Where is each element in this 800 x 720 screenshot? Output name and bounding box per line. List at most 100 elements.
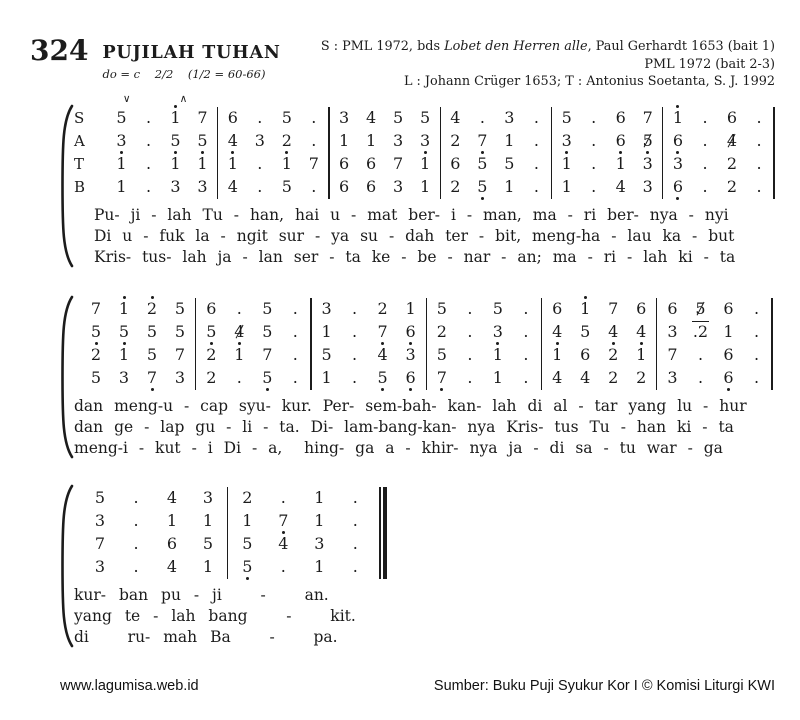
note-cell: 7 bbox=[428, 367, 456, 391]
note: 1 bbox=[314, 511, 325, 530]
note-cell: 1 bbox=[496, 176, 523, 199]
note-cell: 5 bbox=[553, 107, 580, 130]
note: 6 bbox=[405, 322, 416, 345]
note: 2 bbox=[450, 131, 461, 150]
note-cell: 3 bbox=[385, 130, 412, 153]
note-cell: 6 bbox=[397, 321, 425, 345]
note: . bbox=[591, 154, 597, 173]
note-cell: 6 bbox=[331, 153, 358, 176]
note-cell: 3 bbox=[189, 176, 216, 199]
note-cell: . bbox=[691, 107, 718, 130]
note-cell: . bbox=[135, 107, 162, 130]
note-cell: 5 bbox=[108, 107, 135, 130]
note-cell: 6 bbox=[358, 153, 385, 176]
note-cell: . bbox=[300, 176, 327, 199]
note: 4 bbox=[166, 488, 178, 507]
note-cell: . bbox=[512, 344, 540, 367]
lyrics-line: Kris- tus- lah ja - lan ser - ta ke - be… bbox=[94, 247, 736, 266]
page-title: PUJILAH TUHAN bbox=[102, 43, 281, 63]
note: 5 bbox=[262, 368, 273, 391]
note: 1 bbox=[723, 322, 734, 341]
note-cell: . bbox=[337, 556, 373, 579]
note-cell: 5 bbox=[369, 367, 397, 391]
note-cell: 2 bbox=[627, 367, 655, 390]
note: 1 bbox=[116, 177, 127, 196]
note-cell: . bbox=[580, 130, 607, 153]
note: . bbox=[533, 177, 539, 196]
note-cell: . bbox=[341, 367, 369, 390]
note-cell: 1 bbox=[162, 151, 189, 176]
phrase-mark: ∧ bbox=[179, 92, 188, 105]
note: . bbox=[533, 131, 539, 150]
note-cell: 3 bbox=[553, 130, 580, 153]
note-cell: 1 bbox=[412, 176, 439, 199]
note-cell: 5 bbox=[313, 344, 341, 367]
note-cell: 4 bbox=[219, 176, 246, 199]
note-cell: . bbox=[341, 344, 369, 367]
note: 1 bbox=[321, 322, 332, 341]
note-cell: . bbox=[118, 510, 154, 533]
barline bbox=[425, 297, 427, 390]
note-cell: 3 bbox=[412, 130, 439, 153]
note: 3 bbox=[94, 511, 106, 530]
note: . bbox=[145, 131, 152, 150]
footer: www.lagumisa.web.id Sumber: Buku Puji Sy… bbox=[0, 678, 800, 694]
note: 7 bbox=[197, 108, 208, 127]
note-cell: 4 bbox=[442, 107, 469, 130]
note-cell: 4 bbox=[154, 556, 190, 579]
note-cell: 7 bbox=[166, 344, 194, 367]
note-cell: 4 bbox=[718, 130, 745, 153]
note: 1 bbox=[580, 296, 591, 318]
credits-text: L : Johann Crüger 1653; T : Antonius Soe… bbox=[403, 74, 775, 89]
note-cell: 5 bbox=[428, 344, 456, 367]
note: 1 bbox=[234, 342, 245, 364]
note: 1 bbox=[636, 342, 647, 364]
measure: 2. 1. 1 7 1. 5 4 3. 5. 1. bbox=[229, 487, 373, 580]
note: 6 bbox=[615, 108, 626, 127]
note-cell: 5 bbox=[110, 321, 138, 344]
note: 1 bbox=[552, 342, 563, 364]
note: 3 bbox=[314, 534, 325, 553]
note: . bbox=[257, 108, 263, 127]
note-cell: . bbox=[745, 153, 772, 176]
note: 5 bbox=[262, 299, 273, 318]
note-cell: 5 bbox=[273, 107, 300, 130]
note-cell: 4 bbox=[599, 321, 627, 344]
note-cell: . bbox=[265, 556, 301, 579]
note: 7 bbox=[94, 534, 106, 553]
note: . bbox=[702, 131, 708, 150]
note-cell: 5 bbox=[166, 298, 194, 321]
note: . bbox=[352, 557, 358, 576]
note-cell: . bbox=[341, 298, 369, 321]
note: 4 bbox=[166, 557, 178, 576]
note: 3 bbox=[492, 322, 503, 341]
credits-text: Lobet den Herren alle bbox=[444, 39, 588, 54]
note: 3 bbox=[339, 108, 350, 127]
final-bar-thin bbox=[379, 486, 381, 579]
note: 6 bbox=[366, 154, 377, 173]
lyrics-line: meng-i - kut - i Di - a, hing- ga a - kh… bbox=[74, 438, 723, 457]
voice-line: 4. 5. bbox=[219, 176, 327, 199]
note-cell: 3 bbox=[385, 176, 412, 199]
note-cell: 5 bbox=[82, 367, 110, 390]
voice-line: 3. 2. bbox=[664, 151, 772, 176]
note: 2 bbox=[206, 368, 217, 387]
note-cell: . bbox=[225, 298, 253, 321]
voice-line: 7. 6. bbox=[658, 344, 770, 367]
note: 3 bbox=[667, 368, 678, 387]
note-cell: 7 bbox=[82, 533, 118, 556]
note: . bbox=[756, 108, 762, 127]
lyrics-line: yang te - lah bang - kit. bbox=[74, 606, 356, 625]
note-cell: 3 bbox=[634, 176, 661, 199]
